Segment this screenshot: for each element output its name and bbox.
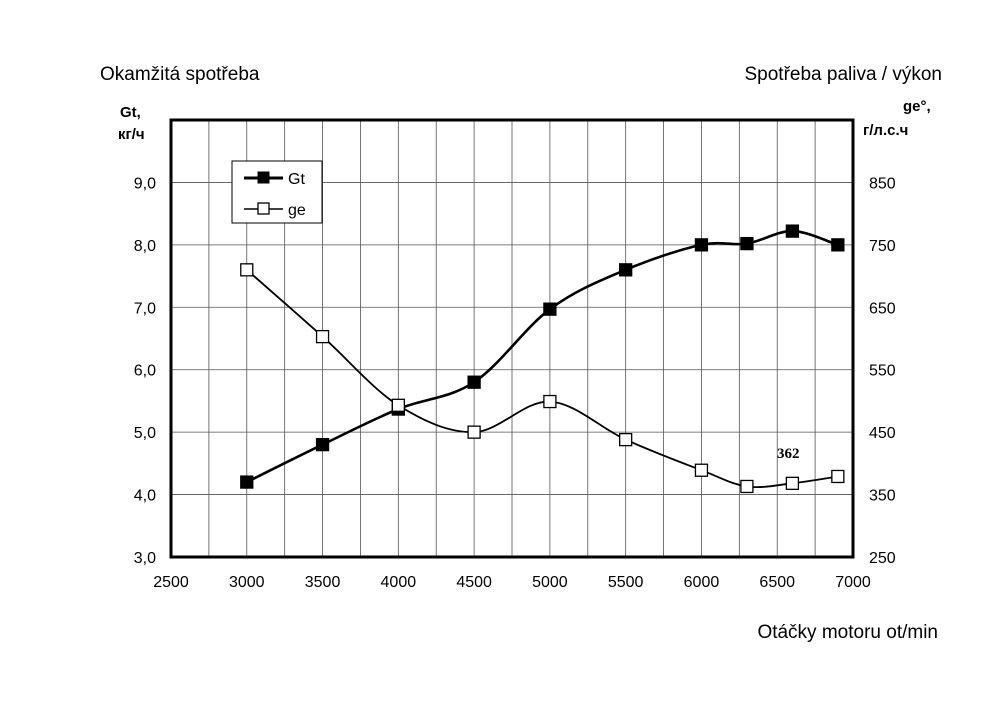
y-left-tick-label: 3,0 (134, 550, 156, 567)
x-axis-title: Otáčky motoru ot/min (757, 622, 938, 643)
y-left-tick-label: 5,0 (134, 425, 156, 442)
legend-ge-marker (257, 202, 270, 215)
data-point-gt (315, 437, 330, 452)
y-right-tick-label: 850 (869, 175, 896, 192)
x-tick-label: 7000 (835, 574, 871, 591)
y-right-tick-label: 550 (869, 363, 896, 380)
data-point-ge (240, 263, 254, 277)
x-tick-label: 3500 (305, 574, 341, 591)
data-point-ge (467, 425, 481, 439)
left-header: Okamžitá spotřeba (100, 64, 260, 85)
right-axis-label-line2: г/л.с.ч (863, 122, 908, 139)
plot-frame (169, 118, 855, 559)
data-point-ge (694, 463, 709, 477)
left-axis-label-line1: Gt, (120, 104, 141, 121)
legend-gt-marker (257, 171, 270, 184)
data-point-gt (740, 236, 754, 251)
y-right-tick-label: 350 (869, 488, 896, 505)
x-tick-label: 6000 (684, 574, 720, 591)
y-right-tick-label: 450 (869, 425, 896, 442)
left-axis-label-line2: кг/ч (118, 126, 145, 143)
right-axis-label-line1: ge°, (903, 98, 931, 115)
data-point-gt (467, 375, 481, 389)
right-header: Spotřeba paliva / výkon (744, 64, 942, 85)
x-tick-label: 5500 (608, 574, 644, 591)
y-left-tick-label: 6,0 (134, 363, 156, 380)
legend: Gt ge (231, 160, 323, 224)
y-left-tick-label: 8,0 (134, 238, 156, 255)
data-point-ge (543, 394, 557, 409)
x-tick-label: 4000 (381, 574, 417, 591)
y-right-tick-label: 750 (869, 238, 896, 255)
data-point-ge (619, 432, 633, 447)
legend-box (231, 160, 323, 224)
y-left-tick-label: 7,0 (134, 300, 156, 317)
data-point-ge (831, 469, 845, 484)
x-tick-label: 4500 (456, 574, 492, 591)
tick-labels: 2500 3000 3500 4000 4500 5000 5500 6000 6500 7000… (134, 175, 896, 591)
y-left-tick-label: 9,0 (134, 175, 156, 192)
data-point-ge (391, 398, 405, 412)
annotation-362: 362 (777, 446, 800, 462)
data-point-gt (831, 238, 845, 252)
data-point-ge (785, 476, 800, 490)
data-point-gt (240, 475, 254, 489)
x-tick-label: 3000 (229, 574, 265, 591)
x-tick-label: 5000 (532, 574, 568, 591)
series-layer (240, 224, 845, 494)
data-point-gt (694, 238, 709, 252)
data-point-ge (740, 479, 754, 494)
legend-ge-label: ge (288, 202, 306, 219)
data-point-gt (543, 302, 557, 316)
data-point-gt (619, 263, 633, 277)
data-point-gt (785, 224, 800, 238)
y-left-tick-label: 4,0 (134, 488, 156, 505)
y-right-tick-label: 650 (869, 300, 896, 317)
series-line-gt (246, 229, 839, 484)
y-right-tick-label: 250 (869, 550, 896, 567)
legend-gt-label: Gt (288, 171, 305, 188)
x-tick-label: 2500 (153, 574, 189, 591)
series-line-ge (246, 269, 838, 489)
x-tick-label: 6500 (759, 574, 795, 591)
data-point-ge (315, 329, 330, 344)
